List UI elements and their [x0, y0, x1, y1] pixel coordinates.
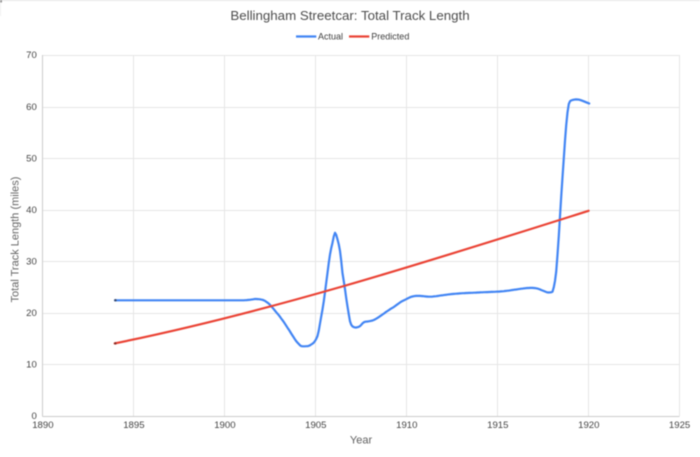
svg-text:Actual: Actual: [318, 32, 343, 42]
svg-text:70: 70: [26, 50, 37, 61]
svg-text:0: 0: [31, 411, 36, 422]
svg-text:Predicted: Predicted: [371, 32, 409, 42]
svg-text:40: 40: [26, 205, 37, 216]
svg-text:1915: 1915: [487, 420, 508, 431]
svg-text:Year: Year: [350, 435, 373, 447]
svg-text:1895: 1895: [123, 420, 144, 431]
svg-text:50: 50: [26, 153, 37, 164]
svg-text:1890: 1890: [32, 420, 53, 431]
svg-text:10: 10: [26, 359, 37, 370]
svg-text:1900: 1900: [214, 420, 235, 431]
svg-text:30: 30: [26, 256, 37, 267]
svg-text:20: 20: [26, 308, 37, 319]
svg-text:1910: 1910: [396, 420, 417, 431]
svg-text:Total Track Length (miles): Total Track Length (miles): [9, 177, 21, 303]
svg-text:Bellingham Streetcar: Total Tr: Bellingham Streetcar: Total Track Length: [230, 8, 469, 23]
svg-text:1905: 1905: [305, 420, 326, 431]
svg-text:60: 60: [26, 102, 37, 113]
svg-text:1925: 1925: [669, 420, 690, 431]
svg-text:1920: 1920: [578, 420, 599, 431]
